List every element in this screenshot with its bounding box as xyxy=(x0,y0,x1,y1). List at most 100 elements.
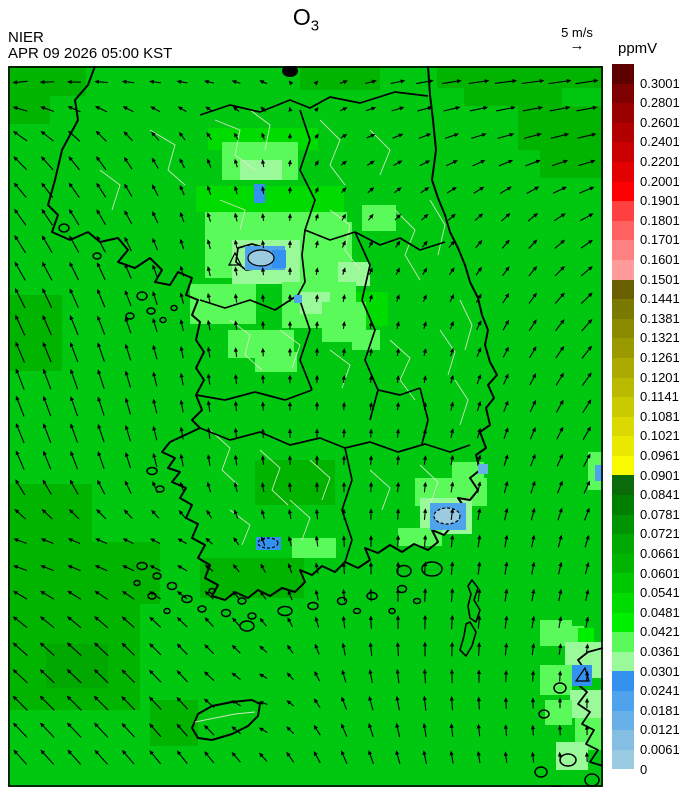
wind-arrow xyxy=(149,723,154,729)
wind-arrow xyxy=(530,697,536,703)
wind-arrow xyxy=(313,724,318,730)
colorbar-segment xyxy=(612,122,634,143)
colorbar-tick-label: 0.1601 xyxy=(640,252,680,267)
wind-arrow xyxy=(232,590,237,596)
concentration-patch xyxy=(540,150,603,178)
colorbar-tick-label: 0.0901 xyxy=(640,467,680,483)
map-svg xyxy=(8,66,603,787)
concentration-patch xyxy=(46,644,108,688)
wind-arrow xyxy=(14,670,28,684)
wind-arrow xyxy=(555,321,564,332)
wind-arrow xyxy=(558,507,563,513)
wind-arrow xyxy=(231,751,237,757)
wind-arrow xyxy=(587,292,593,298)
wind-arrow xyxy=(504,615,509,621)
wind-arrow xyxy=(260,106,266,112)
wind-arrow xyxy=(560,239,566,245)
wind-arrow xyxy=(479,186,485,191)
wind-arrow xyxy=(15,368,20,374)
wind-arrow xyxy=(532,346,537,352)
wind-arrow xyxy=(97,565,108,572)
wind-arrow xyxy=(95,670,109,684)
wind-arrow xyxy=(512,79,518,84)
colorbar-segment xyxy=(612,573,634,594)
wind-arrow xyxy=(121,696,126,701)
wind-arrow xyxy=(451,186,457,192)
wind-arrow xyxy=(584,724,590,730)
wind-arrow xyxy=(396,187,402,192)
wind-arrow xyxy=(478,699,480,710)
wind-arrow xyxy=(69,288,74,294)
colorbar xyxy=(612,64,634,770)
wind-arrow xyxy=(124,236,129,242)
wind-arrow xyxy=(149,616,155,622)
wind-arrow xyxy=(39,642,45,648)
wind-arrow xyxy=(261,213,266,218)
wind-arrow xyxy=(152,425,157,431)
wind-arrow xyxy=(552,187,565,194)
wind-arrow xyxy=(509,132,515,137)
wind-arrow xyxy=(287,159,292,165)
concentration-patch xyxy=(464,88,562,106)
wind-arrow xyxy=(556,483,562,494)
wind-arrow xyxy=(557,670,563,676)
wind-arrow xyxy=(287,347,293,353)
wind-arrow xyxy=(368,240,374,246)
wind-arrow xyxy=(531,615,536,621)
wind-arrow xyxy=(125,346,132,361)
wind-arrow xyxy=(287,590,292,596)
wind-arrow xyxy=(96,235,101,241)
wind-arrow xyxy=(582,401,591,414)
colorbar-segment xyxy=(612,357,634,378)
wind-arrow xyxy=(41,235,46,241)
wind-arrow xyxy=(43,344,52,363)
wind-arrow xyxy=(16,317,26,336)
wind-arrow xyxy=(559,453,563,459)
wind-arrow xyxy=(179,319,184,325)
wind-arrow xyxy=(530,670,536,675)
colorbar-units-label: ppmV xyxy=(618,40,658,57)
wind-arrow xyxy=(287,617,292,623)
wind-arrow xyxy=(556,429,563,440)
low-ozone-spot xyxy=(272,250,286,268)
wind-arrow xyxy=(42,450,47,456)
wind-arrow xyxy=(554,241,564,249)
wind-arrow xyxy=(504,319,509,325)
wind-arrow xyxy=(125,454,131,469)
wind-arrow xyxy=(150,644,162,656)
wind-arrow xyxy=(581,374,591,386)
wind-arrow xyxy=(123,156,129,162)
wind-arrow xyxy=(422,722,427,728)
wind-arrow xyxy=(423,753,427,764)
wind-arrow xyxy=(124,397,129,403)
wind-arrow xyxy=(15,80,28,83)
colorbar-segment xyxy=(612,612,634,633)
low-ozone-spot xyxy=(572,665,592,686)
wind-arrow xyxy=(177,106,183,111)
wind-arrow xyxy=(583,483,590,494)
wind-arrow xyxy=(15,210,27,226)
wind-arrow xyxy=(472,160,483,167)
wind-arrow xyxy=(342,160,347,166)
wind-arrow xyxy=(532,372,537,379)
wind-arrow xyxy=(449,695,454,701)
wind-arrow xyxy=(314,240,319,246)
wind-arrow xyxy=(449,401,455,407)
colorbar-segment xyxy=(612,103,634,123)
colorbar-segment xyxy=(612,730,634,750)
wind-arrow xyxy=(287,213,293,218)
wind-arrow xyxy=(69,368,74,374)
wind-arrow xyxy=(422,348,427,354)
wind-arrow xyxy=(204,564,210,570)
wind-arrow xyxy=(529,429,535,440)
wind-arrow xyxy=(15,591,28,600)
wind-arrow xyxy=(124,289,129,295)
wind-arrow xyxy=(42,261,47,267)
wind-arrow xyxy=(95,697,109,711)
wind-arrow xyxy=(549,107,568,112)
wind-arrow xyxy=(450,454,455,460)
wind-arrow xyxy=(14,287,19,294)
concentration-patch xyxy=(437,66,603,88)
wind-arrow xyxy=(559,426,564,432)
wind-arrow xyxy=(70,211,80,226)
